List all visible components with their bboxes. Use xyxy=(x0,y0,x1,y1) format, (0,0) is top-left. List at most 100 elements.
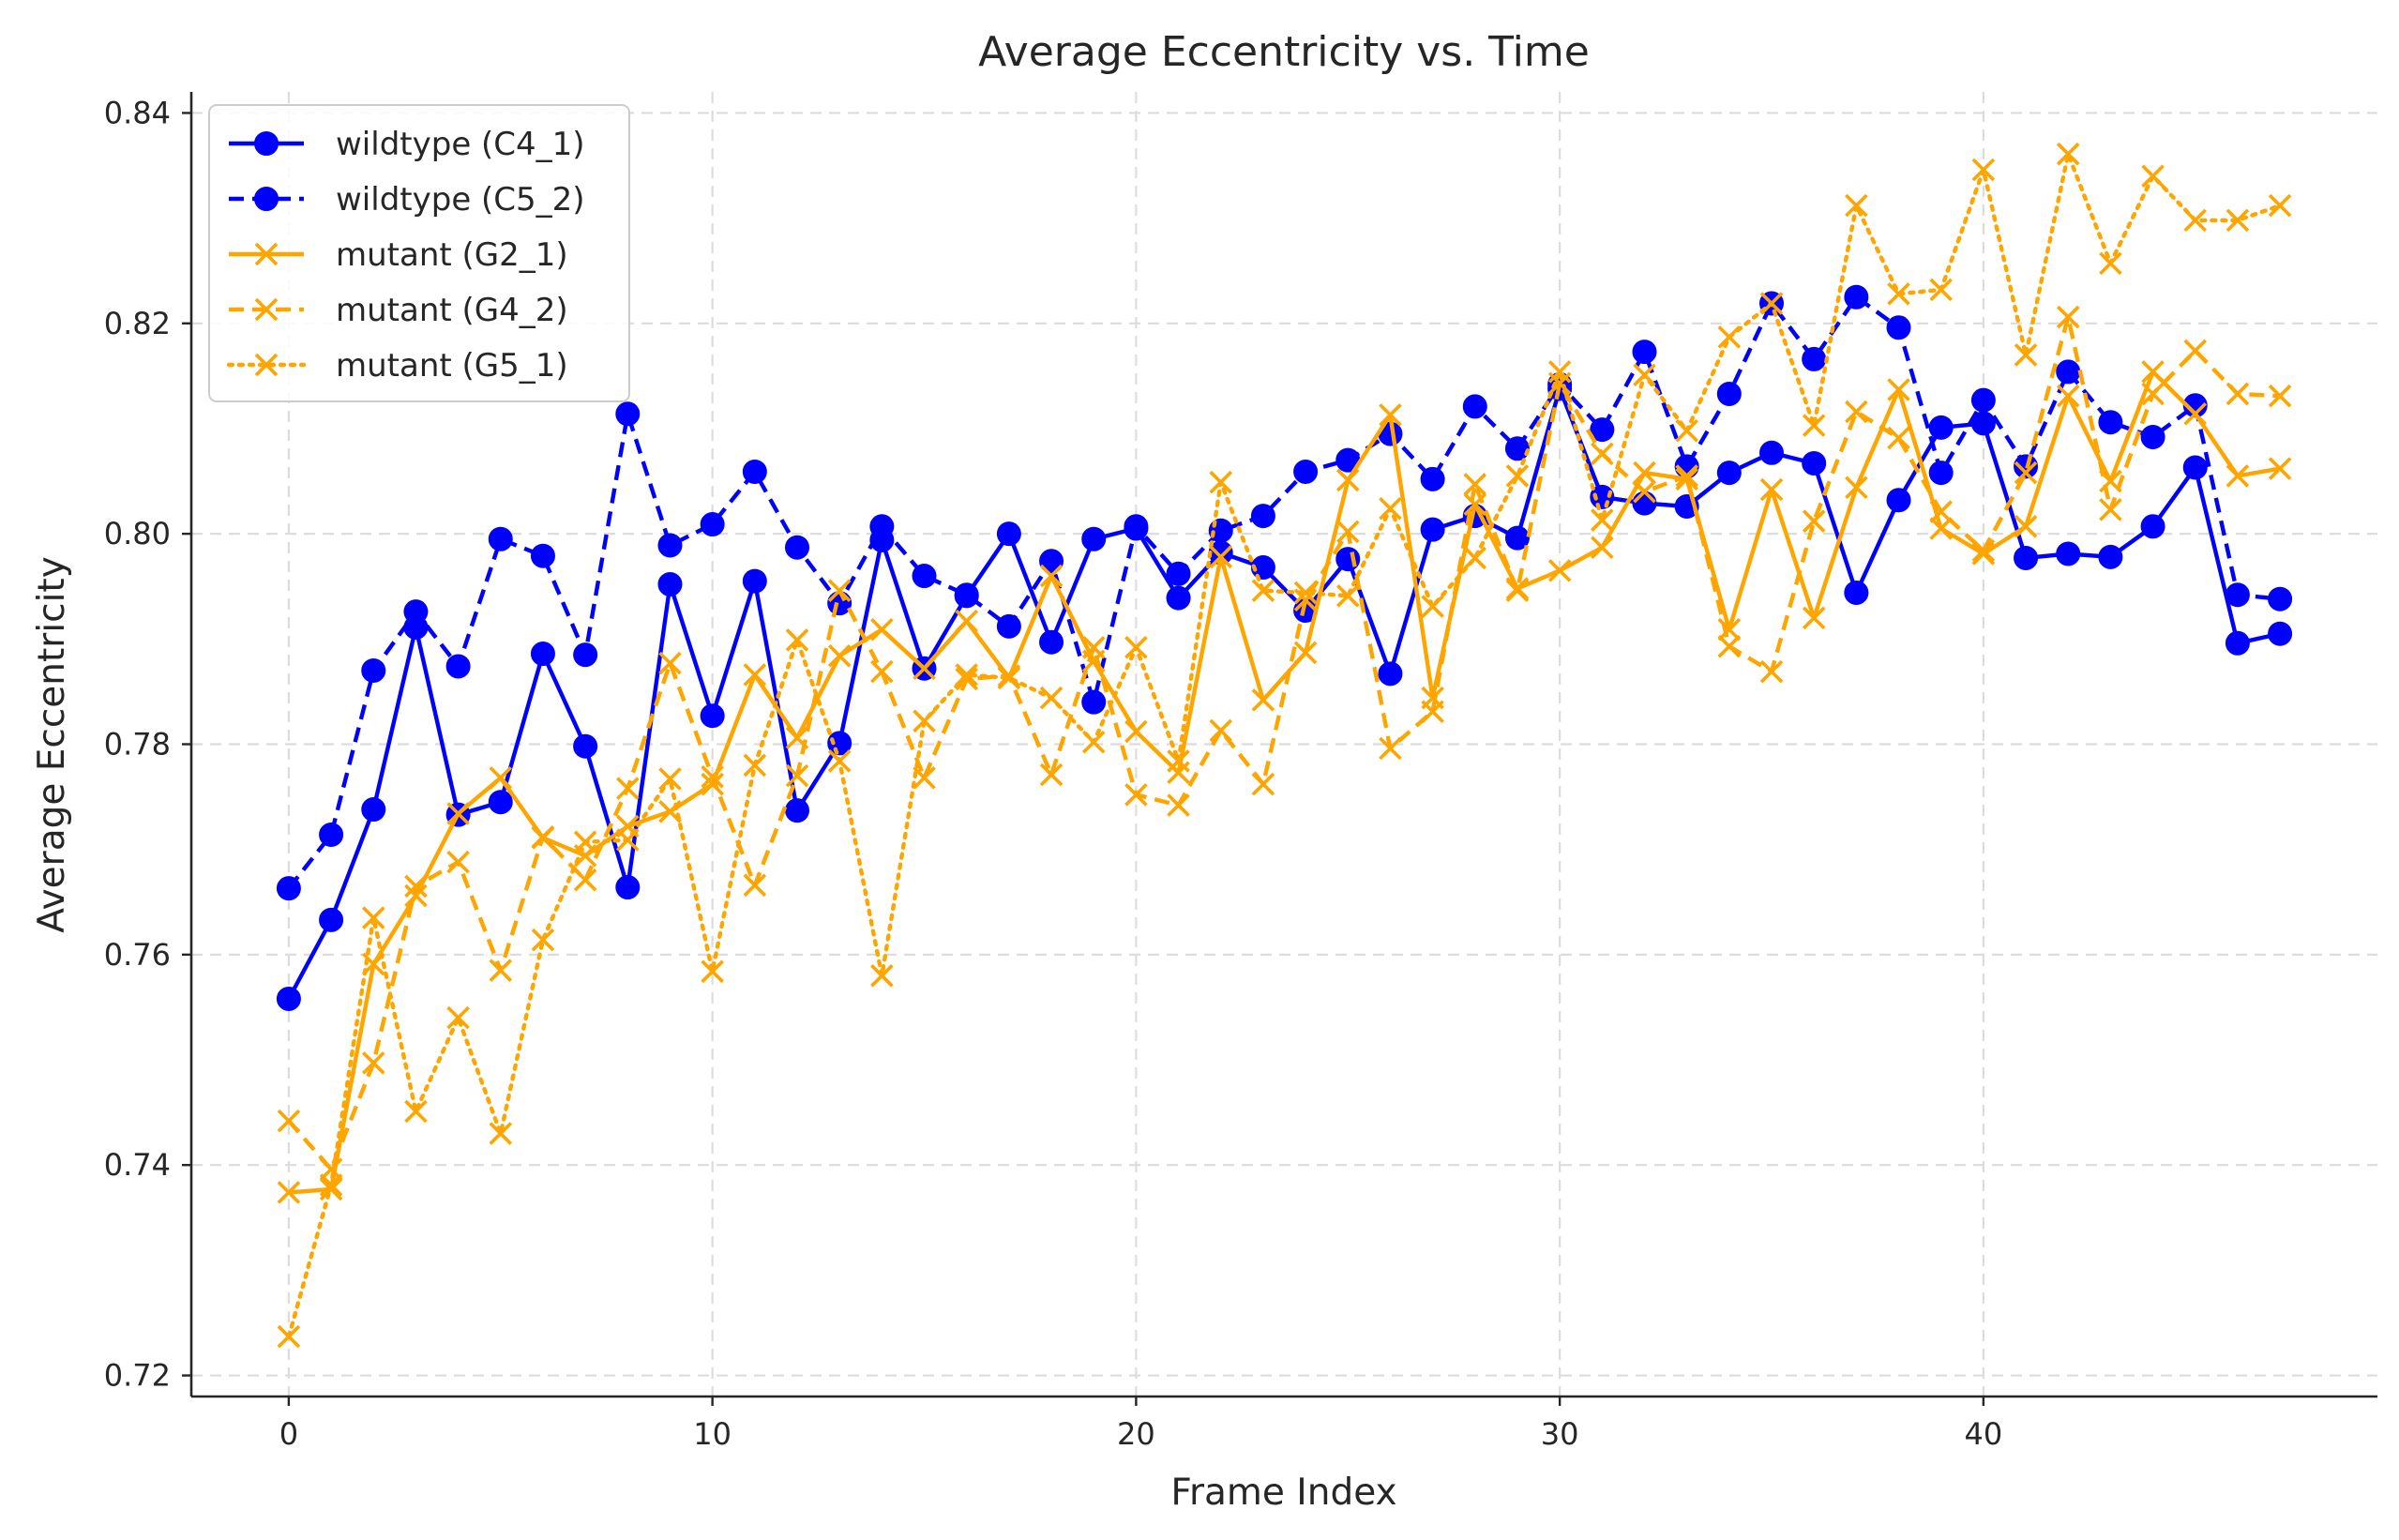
data-point xyxy=(446,1005,470,1030)
data-point xyxy=(446,802,470,825)
data-point xyxy=(1209,718,1233,743)
data-point xyxy=(1759,659,1784,684)
data-point xyxy=(1845,400,1868,424)
y-tick-label: 0.74 xyxy=(104,1147,171,1183)
legend-entry: mutant (G4_2) xyxy=(229,292,568,329)
data-point xyxy=(1886,315,1911,340)
data-point xyxy=(2099,498,2122,521)
data-point xyxy=(1759,292,1784,315)
legend-label: mutant (G5_1) xyxy=(336,347,568,385)
data-point xyxy=(1167,793,1190,817)
data-point xyxy=(1971,542,1996,566)
data-point xyxy=(1167,749,1190,773)
data-point xyxy=(1124,636,1148,659)
series-line xyxy=(286,152,2283,1339)
data-point xyxy=(658,651,682,675)
data-point xyxy=(1675,464,1698,488)
data-point xyxy=(1928,415,1954,440)
data-point xyxy=(1209,545,1233,569)
data-point xyxy=(2182,455,2208,480)
data-point xyxy=(700,703,725,729)
data-point xyxy=(827,749,852,773)
data-point xyxy=(2141,382,2165,406)
data-point xyxy=(1420,517,1445,542)
data-point xyxy=(1039,629,1064,655)
data-point xyxy=(784,798,809,823)
data-point xyxy=(1335,468,1360,492)
data-point xyxy=(1039,686,1064,710)
data-point xyxy=(2268,586,2293,611)
data-point xyxy=(488,526,513,551)
data-point xyxy=(404,1099,428,1124)
data-point xyxy=(1209,470,1233,494)
data-point xyxy=(1887,378,1910,401)
y-tick-label: 0.80 xyxy=(104,516,171,551)
data-point xyxy=(1844,580,1869,605)
data-point xyxy=(1591,442,1614,466)
data-point xyxy=(1335,584,1360,608)
legend-entry: mutant (G5_1) xyxy=(226,347,568,385)
data-point xyxy=(277,1109,301,1133)
data-point xyxy=(1844,284,1869,310)
data-point xyxy=(530,642,555,667)
data-point xyxy=(2056,142,2080,166)
data-point xyxy=(1759,440,1785,465)
data-point xyxy=(954,582,979,608)
data-point xyxy=(2099,251,2122,276)
data-point xyxy=(2225,382,2250,406)
data-point xyxy=(2014,515,2038,538)
data-point xyxy=(1166,561,1191,586)
data-point xyxy=(616,777,640,800)
data-point xyxy=(913,709,936,733)
data-point xyxy=(2056,384,2080,408)
data-point xyxy=(1632,491,1657,516)
data-point xyxy=(1039,549,1064,574)
data-point xyxy=(2268,384,2292,408)
data-point xyxy=(404,883,428,908)
data-point xyxy=(1335,547,1361,572)
data-point xyxy=(531,824,555,849)
data-point xyxy=(1081,526,1107,551)
y-tick-label: 0.72 xyxy=(104,1358,171,1394)
data-point xyxy=(996,613,1021,639)
data-point xyxy=(1887,426,1910,450)
data-point xyxy=(657,533,683,558)
data-point xyxy=(955,667,978,691)
data-point xyxy=(531,928,555,952)
data-point xyxy=(319,822,344,847)
data-point xyxy=(742,568,767,594)
data-point xyxy=(1124,783,1148,807)
data-point xyxy=(2268,457,2292,480)
data-point xyxy=(1081,689,1107,715)
data-point xyxy=(573,733,598,759)
data-point xyxy=(743,663,767,687)
data-point xyxy=(1379,736,1402,761)
data-point xyxy=(530,543,555,568)
data-point xyxy=(1886,488,1911,513)
data-point xyxy=(2225,582,2250,608)
data-point xyxy=(361,657,386,683)
y-tick-label: 0.84 xyxy=(104,95,171,130)
data-point xyxy=(361,797,386,823)
data-point xyxy=(615,875,641,900)
data-point xyxy=(1802,509,1826,533)
data-point xyxy=(785,763,809,788)
data-point xyxy=(1970,387,1996,413)
data-point xyxy=(1971,158,1996,182)
data-point xyxy=(403,599,429,625)
data-point xyxy=(1633,363,1656,387)
legend-entry: mutant (G2_1) xyxy=(229,236,568,274)
y-tick-label: 0.76 xyxy=(104,937,171,973)
data-point xyxy=(1633,480,1656,504)
data-point xyxy=(1166,585,1191,611)
data-point xyxy=(361,1051,385,1075)
data-point xyxy=(446,850,470,874)
legend-label: wildtype (C5_2) xyxy=(336,181,585,219)
data-point xyxy=(700,512,725,537)
data-point xyxy=(743,753,767,778)
data-point xyxy=(955,609,978,633)
data-point xyxy=(1505,464,1530,488)
legend-label: mutant (G4_2) xyxy=(336,292,568,329)
data-point xyxy=(1504,525,1530,551)
data-point xyxy=(1547,559,1572,582)
